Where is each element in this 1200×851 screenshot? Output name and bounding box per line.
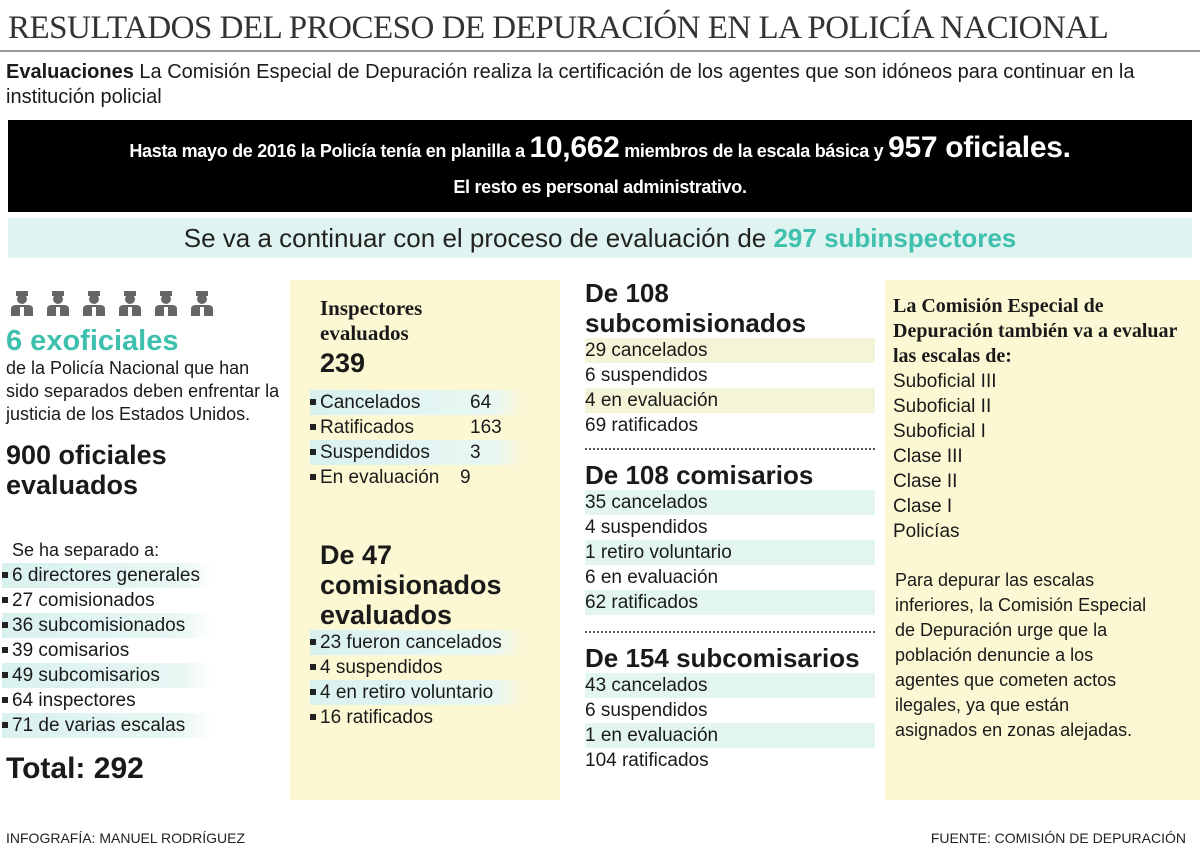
- inspectors-list: Cancelados 64 Ratificados 163 Suspendidos 3 En…: [310, 390, 525, 490]
- exofficials-text: de la Policía Nacional que han sido sepa…: [6, 358, 280, 424]
- separated-item: 6 directores generales: [2, 563, 212, 588]
- inspector-stat-row: Cancelados 64: [310, 390, 525, 415]
- rank-group-item: 1 en evaluación: [585, 723, 875, 748]
- intro-lead: Evaluaciones: [6, 61, 134, 83]
- officers-evaluated-title: 900 oficiales evaluados: [6, 440, 167, 500]
- banner-text-mid: miembros de la escala básica y: [619, 141, 889, 161]
- banner-number-basic: 10,662: [529, 131, 620, 164]
- exofficials-title: 6 exoficiales: [6, 325, 179, 357]
- column-exofficials: 6 exoficiales de la Policía Nacional que…: [2, 290, 286, 785]
- banner-number-officers: 957 oficiales.: [888, 131, 1071, 164]
- rank-group-item: 62 ratificados: [585, 590, 875, 615]
- stat-value: 9: [460, 467, 471, 488]
- stat-label: Ratificados: [320, 417, 414, 438]
- inspectors-title: Inspectores evaluados: [320, 296, 423, 345]
- column-ranks: De 108 subcomisionados 29 cancelados 6 sus…: [585, 278, 875, 773]
- police-icons: [10, 290, 286, 321]
- intro-text: La Comisión Especial de Depuración reali…: [6, 61, 1135, 108]
- stat-value: 64: [470, 392, 492, 413]
- stat-value: 163: [470, 417, 502, 438]
- rank-group-item: 35 cancelados: [585, 490, 875, 515]
- banner-line2: El resto es personal administrativo.: [453, 177, 747, 197]
- band-text: Se va a continuar con el proceso de eval…: [183, 223, 774, 253]
- separated-item: 49 subcomisarios: [2, 663, 212, 688]
- banner-text: Hasta mayo de 2016 la Policía tenía en p…: [129, 141, 530, 161]
- inspector-stat-row: Suspendidos 3: [310, 440, 525, 465]
- rank-group-title: De 154 subcomisarios: [585, 643, 860, 673]
- separated-label: Se ha separado a:: [12, 540, 160, 560]
- rank-group-item: 6 suspendidos: [585, 365, 708, 386]
- police-officer-icon: [82, 290, 106, 321]
- staff-banner: Hasta mayo de 2016 la Policía tenía en p…: [8, 120, 1192, 212]
- police-officer-icon: [118, 290, 142, 321]
- separated-item: 71 de varias escalas: [2, 713, 212, 738]
- rank-group-item: 104 ratificados: [585, 750, 709, 771]
- scale-item: Clase III: [893, 446, 963, 467]
- scale-item: Policías: [893, 521, 960, 542]
- stat-label: En evaluación: [320, 467, 440, 488]
- comisionados-title: De 47 comisionados evaluados: [320, 540, 502, 630]
- police-officer-icon: [10, 290, 34, 321]
- subinspector-band: Se va a continuar con el proceso de eval…: [8, 218, 1192, 258]
- separated-item: 64 inspectores: [2, 688, 212, 713]
- column-inspectors: Inspectores evaluados 239 Cancelados 64 Ra…: [290, 280, 560, 800]
- scale-item: Suboficial I: [893, 421, 986, 442]
- divider: [0, 50, 1200, 52]
- rank-group-title: De 108 subcomisionados: [585, 278, 807, 338]
- comisionados-item: 4 en retiro voluntario: [310, 680, 525, 705]
- scale-item: Clase I: [893, 496, 953, 517]
- comisionados-item: 23 fueron cancelados: [310, 630, 525, 655]
- scales-title: La Comisión Especial de Depuración tambi…: [893, 295, 1178, 367]
- column-other-scales: La Comisión Especial de Depuración tambi…: [885, 280, 1200, 800]
- police-officer-icon: [154, 290, 178, 321]
- comisionados-item: 16 ratificados: [310, 705, 525, 730]
- separated-list: 6 directores generales 27 comisionados 36 …: [2, 563, 212, 738]
- scale-item: Suboficial II: [893, 396, 992, 417]
- stat-value: 3: [470, 442, 481, 463]
- total: Total: 292: [6, 752, 144, 785]
- inspectors-total: 239: [320, 348, 366, 378]
- dotted-divider: [585, 448, 875, 450]
- scale-item: Suboficial III: [893, 371, 997, 392]
- band-highlight: 297 subinspectores: [773, 223, 1017, 253]
- rank-group-item: 43 cancelados: [585, 673, 875, 698]
- comisionados-list: 23 fueron cancelados 4 suspendidos 4 en re…: [310, 630, 525, 730]
- stat-label: Suspendidos: [320, 442, 430, 463]
- comisionados-item: 4 suspendidos: [310, 655, 525, 680]
- intro: Evaluaciones La Comisión Especial de Dep…: [6, 60, 1194, 110]
- police-officer-icon: [46, 290, 70, 321]
- inspector-stat-row: Ratificados 163: [310, 415, 525, 440]
- rank-group-item: 6 en evaluación: [585, 567, 719, 588]
- credit: INFOGRAFÍA: MANUEL RODRÍGUEZ: [6, 830, 246, 846]
- scales-note: Para depurar las escalas inferiores, la …: [895, 570, 1147, 740]
- rank-group-item: 1 retiro voluntario: [585, 540, 875, 565]
- scales-list: Suboficial III Suboficial II Suboficial I C…: [893, 369, 1190, 544]
- separated-item: 39 comisarios: [2, 638, 212, 663]
- separated-item: 27 comisionados: [2, 588, 212, 613]
- dotted-divider: [585, 631, 875, 633]
- page-title: RESULTADOS DEL PROCESO DE DEPURACIÓN EN …: [8, 10, 1109, 46]
- rank-group-item: 6 suspendidos: [585, 700, 708, 721]
- stat-label: Cancelados: [320, 392, 421, 413]
- police-officer-icon: [190, 290, 214, 321]
- rank-group-item: 69 ratificados: [585, 415, 699, 436]
- inspector-stat-row: En evaluación 9: [310, 465, 525, 490]
- scale-item: Clase II: [893, 471, 958, 492]
- rank-group-item: 4 en evaluación: [585, 388, 875, 413]
- rank-group-title: De 108 comisarios: [585, 460, 814, 490]
- source: FUENTE: COMISIÓN DE DEPURACIÓN: [930, 830, 1186, 846]
- rank-group-item: 4 suspendidos: [585, 517, 708, 538]
- rank-group-item: 29 cancelados: [585, 338, 875, 363]
- separated-item: 36 subcomisionados: [2, 613, 212, 638]
